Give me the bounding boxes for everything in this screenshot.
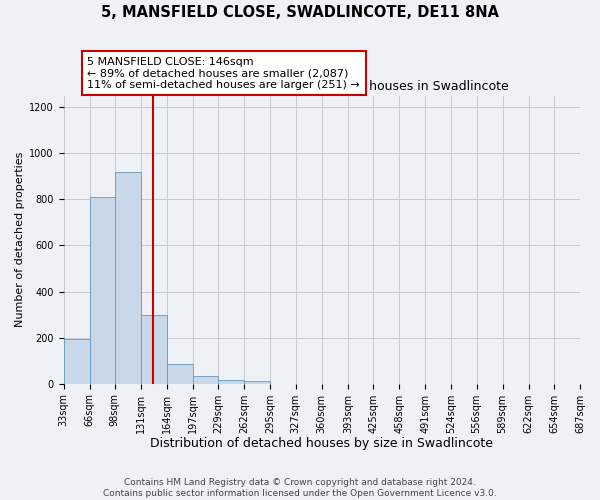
Bar: [89, 197, 115, 384]
X-axis label: Distribution of detached houses by size in Swadlincote: Distribution of detached houses by size …: [150, 437, 493, 450]
Text: Contains HM Land Registry data © Crown copyright and database right 2024.
Contai: Contains HM Land Registry data © Crown c…: [103, 478, 497, 498]
Bar: [193, 376, 218, 384]
Bar: [218, 380, 244, 384]
Bar: [64, 339, 89, 384]
Bar: [244, 382, 271, 384]
Text: 5, MANSFIELD CLOSE, SWADLINCOTE, DE11 8NA: 5, MANSFIELD CLOSE, SWADLINCOTE, DE11 8N…: [101, 5, 499, 20]
Bar: [167, 364, 193, 384]
Y-axis label: Number of detached properties: Number of detached properties: [15, 152, 25, 328]
Title: Size of property relative to detached houses in Swadlincote: Size of property relative to detached ho…: [135, 80, 509, 93]
Bar: [141, 314, 167, 384]
Bar: [115, 172, 141, 384]
Text: 5 MANSFIELD CLOSE: 146sqm
← 89% of detached houses are smaller (2,087)
11% of se: 5 MANSFIELD CLOSE: 146sqm ← 89% of detac…: [87, 56, 360, 90]
